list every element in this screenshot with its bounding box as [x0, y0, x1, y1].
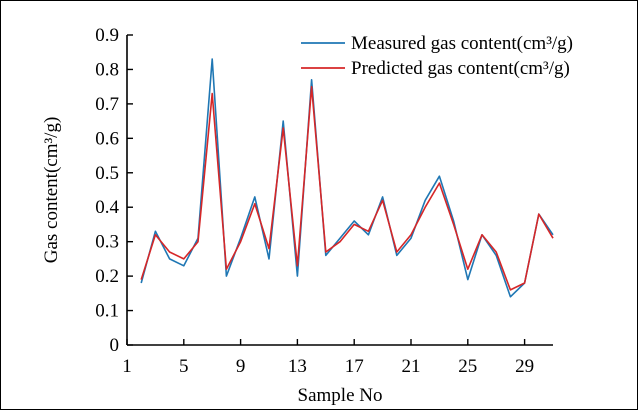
x-tick-label: 17	[345, 356, 364, 377]
y-axis-title: Gas content(cm³/g)	[41, 117, 62, 264]
x-tick-label: 25	[458, 356, 477, 377]
x-axis-title: Sample No	[298, 385, 383, 406]
ticks: 0 0.1 0.2 0.3 0.4 0.5 0.6 0.7 0.8 0.9 1 5 9 13 17 21 25 2…	[95, 25, 534, 377]
y-tick-label: 0.1	[95, 301, 119, 322]
y-tick-label: 0.2	[95, 266, 119, 287]
series-line	[140, 85, 554, 291]
y-tick-label: 0.4	[95, 197, 119, 218]
x-tick-label: 21	[402, 356, 421, 377]
axes	[126, 35, 553, 346]
x-tick-label: 5	[179, 356, 189, 377]
series-layer	[140, 58, 554, 298]
x-tick-label: 1	[122, 356, 132, 377]
legend-label: Predicted gas content(cm³/g)	[351, 58, 570, 79]
y-tick-label: 0	[110, 335, 120, 356]
y-tick-label: 0.8	[95, 59, 119, 80]
x-tick-label: 9	[236, 356, 246, 377]
y-tick-label: 0.3	[95, 232, 119, 253]
y-tick-label: 0.6	[95, 128, 119, 149]
legend: Measured gas content(cm³/g) Predicted gas…	[301, 33, 573, 79]
series-line	[140, 58, 554, 298]
x-tick-label: 29	[515, 356, 534, 377]
x-tick-label: 13	[288, 356, 307, 377]
y-tick-label: 0.7	[95, 94, 119, 115]
y-tick-label: 0.5	[95, 163, 119, 184]
y-tick-label: 0.9	[95, 25, 119, 46]
legend-label: Measured gas content(cm³/g)	[351, 33, 573, 54]
